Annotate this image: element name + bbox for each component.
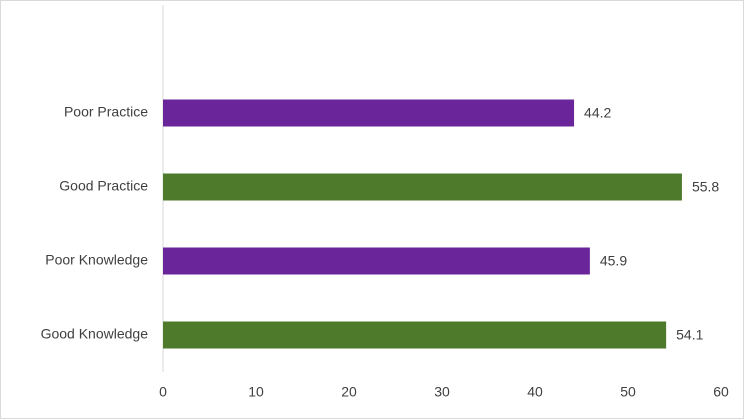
- x-tick-label: 60: [713, 384, 729, 400]
- x-tick-label: 40: [527, 384, 543, 400]
- data-label: 54.1: [676, 327, 703, 343]
- y-tick-label: Good Practice: [59, 178, 148, 194]
- x-tick-label: 10: [248, 384, 264, 400]
- bar: [163, 173, 682, 201]
- data-label: 45.9: [600, 253, 627, 269]
- y-tick-label: Poor Knowledge: [45, 252, 148, 268]
- x-tick-label: 0: [159, 384, 167, 400]
- x-tick-label: 50: [620, 384, 636, 400]
- bar: [163, 247, 590, 275]
- data-label: 44.2: [584, 105, 611, 121]
- bar: [163, 321, 667, 349]
- x-tick-label: 20: [341, 384, 357, 400]
- data-label: 55.8: [692, 179, 719, 195]
- y-tick-label: Poor Practice: [64, 104, 148, 120]
- y-tick-label: Good Knowledge: [41, 326, 149, 342]
- x-tick-label: 30: [434, 384, 450, 400]
- bar: [163, 99, 575, 127]
